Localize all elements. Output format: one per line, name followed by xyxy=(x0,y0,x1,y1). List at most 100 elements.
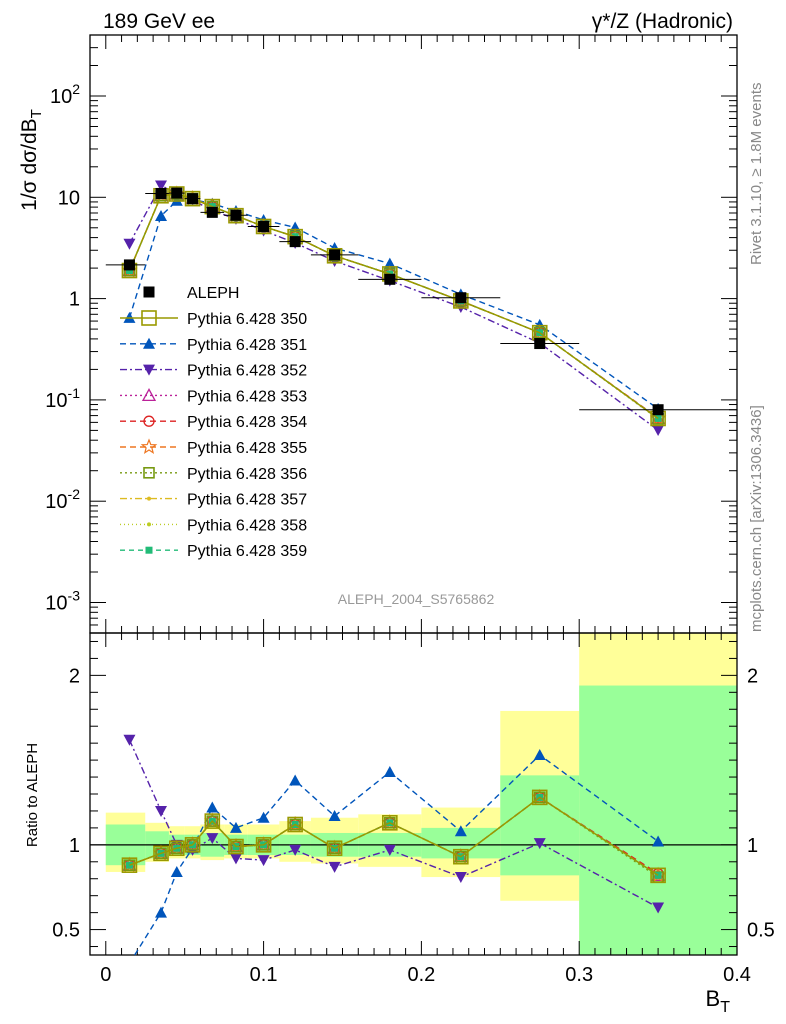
legend-entry-0: Pythia 6.428 350 xyxy=(120,310,307,328)
legend-entry-aleph: ALEPH xyxy=(143,285,239,302)
series-point-main xyxy=(326,247,343,264)
legend-label: Pythia 6.428 359 xyxy=(187,543,307,560)
series-line-ratio xyxy=(129,796,659,876)
series-point-main xyxy=(533,326,546,339)
legend-marker xyxy=(143,466,155,479)
series-point-ratio xyxy=(289,844,302,856)
data-point xyxy=(652,404,664,416)
x-tick-label: 0.3 xyxy=(565,964,593,986)
legend-label: Pythia 6.428 354 xyxy=(187,414,307,431)
legend-marker xyxy=(147,522,151,527)
band-inner-12 xyxy=(579,685,737,955)
legend-marker xyxy=(147,496,151,501)
series-point-ratio xyxy=(383,844,396,856)
header-left-label: 189 GeV ee xyxy=(103,10,215,33)
series-point-ratio xyxy=(453,848,469,865)
analysis-watermark: ALEPH_2004_S5765862 xyxy=(338,591,495,607)
series-point-ratio xyxy=(184,837,201,853)
legend-label: Pythia 6.428 355 xyxy=(187,440,307,457)
ratio-y-tick-label-left: 0.5 xyxy=(52,920,80,942)
series-point-ratio xyxy=(257,811,270,823)
legend-marker xyxy=(141,310,157,326)
series-point-ratio xyxy=(328,810,341,822)
series-point-ratio xyxy=(170,842,183,855)
ratio-y-tick-label-right: 1 xyxy=(747,835,758,857)
data-point xyxy=(289,236,301,248)
legend-entry-9: Pythia 6.428 359 xyxy=(120,543,307,560)
series-point-ratio xyxy=(168,840,185,857)
legend-label: Pythia 6.428 353 xyxy=(187,388,307,405)
legend-label: Pythia 6.428 356 xyxy=(187,466,307,483)
series-point-ratio xyxy=(123,859,136,871)
series-point-ratio xyxy=(206,815,219,827)
series-point-ratio xyxy=(170,865,183,877)
series-point-ratio xyxy=(155,906,168,918)
series-point-main xyxy=(155,180,168,192)
ratio-y-tick-label-left: 2 xyxy=(69,665,80,687)
series-lines-and-markers xyxy=(105,180,737,956)
series-point-ratio xyxy=(229,821,242,833)
series-point-ratio xyxy=(228,838,244,855)
main-y-tick-exponent: -1 xyxy=(68,385,81,401)
data-point xyxy=(155,188,167,200)
legend-entry-6: Pythia 6.428 356 xyxy=(120,466,307,483)
main-y-tick-label: 10-1 xyxy=(45,385,80,412)
series-point-ratio xyxy=(383,765,396,777)
series-point-ratio xyxy=(206,801,219,813)
series-point-ratio xyxy=(289,774,302,786)
main-y-tick-label: 10-3 xyxy=(45,588,80,615)
series-point-ratio xyxy=(153,845,169,862)
series-point-main xyxy=(155,209,168,221)
series-point-main xyxy=(383,257,396,269)
data-point xyxy=(384,273,396,285)
main-y-tick-exponent: 2 xyxy=(72,81,80,97)
series-point-ratio xyxy=(255,837,272,853)
legend-label: Pythia 6.428 358 xyxy=(187,517,307,534)
axes-and-ticks xyxy=(89,34,738,956)
series-aleph-data xyxy=(105,187,737,416)
rivet-version-label: Rivet 3.1.10, ≥ 1.8M events xyxy=(748,83,765,266)
data-point xyxy=(329,249,341,261)
ratio-y-axis-title: Ratio to ALEPH xyxy=(24,743,41,847)
legend-entry-3: Pythia 6.428 353 xyxy=(120,388,307,405)
series-point-ratio xyxy=(287,816,303,833)
series-point-ratio xyxy=(328,861,341,873)
legend-marker xyxy=(143,415,155,427)
series-point-ratio xyxy=(454,825,467,837)
legend-marker xyxy=(143,337,155,349)
series-point-main xyxy=(652,425,665,437)
main-y-tick-label: 10 xyxy=(58,187,80,209)
legend-marker xyxy=(140,438,158,455)
main-y-axis-title: 1/σ dσ/dBT xyxy=(18,109,45,211)
legend-label: ALEPH xyxy=(187,285,239,302)
main-y-tick-exponent: -3 xyxy=(68,588,81,604)
legend-label: Pythia 6.428 351 xyxy=(187,337,307,354)
x-tick-label: 0.2 xyxy=(407,964,435,986)
series-point-ratio xyxy=(257,855,270,867)
series-point-ratio xyxy=(533,791,546,804)
legend-marker-aleph xyxy=(143,286,155,298)
data-point xyxy=(187,193,199,205)
legend-marker xyxy=(145,546,153,554)
series-point-ratio xyxy=(289,818,301,831)
series-point-ratio xyxy=(455,850,467,863)
main-y-tick-label: 102 xyxy=(50,81,80,108)
series-point-ratio xyxy=(186,839,199,851)
main-y-tick-base: 10 xyxy=(45,491,67,513)
data-point xyxy=(455,292,467,304)
ratio-y-tick-label-right: 0.5 xyxy=(747,920,775,942)
series-point-ratio xyxy=(155,805,168,817)
series-point-ratio xyxy=(533,749,546,761)
legend-entry-4: Pythia 6.428 354 xyxy=(120,414,307,431)
legend: ALEPH Pythia 6.428 350 Pythia 6.428 351 Pyt… xyxy=(120,285,307,560)
series-point-ratio xyxy=(533,838,546,850)
series-point-ratio xyxy=(155,847,167,860)
series-point-ratio xyxy=(531,789,548,806)
legend-marker xyxy=(143,364,155,376)
series-point-main xyxy=(168,186,185,202)
series-point-ratio xyxy=(326,840,343,857)
legend-label: Pythia 6.428 350 xyxy=(187,311,307,328)
data-point xyxy=(123,259,135,271)
